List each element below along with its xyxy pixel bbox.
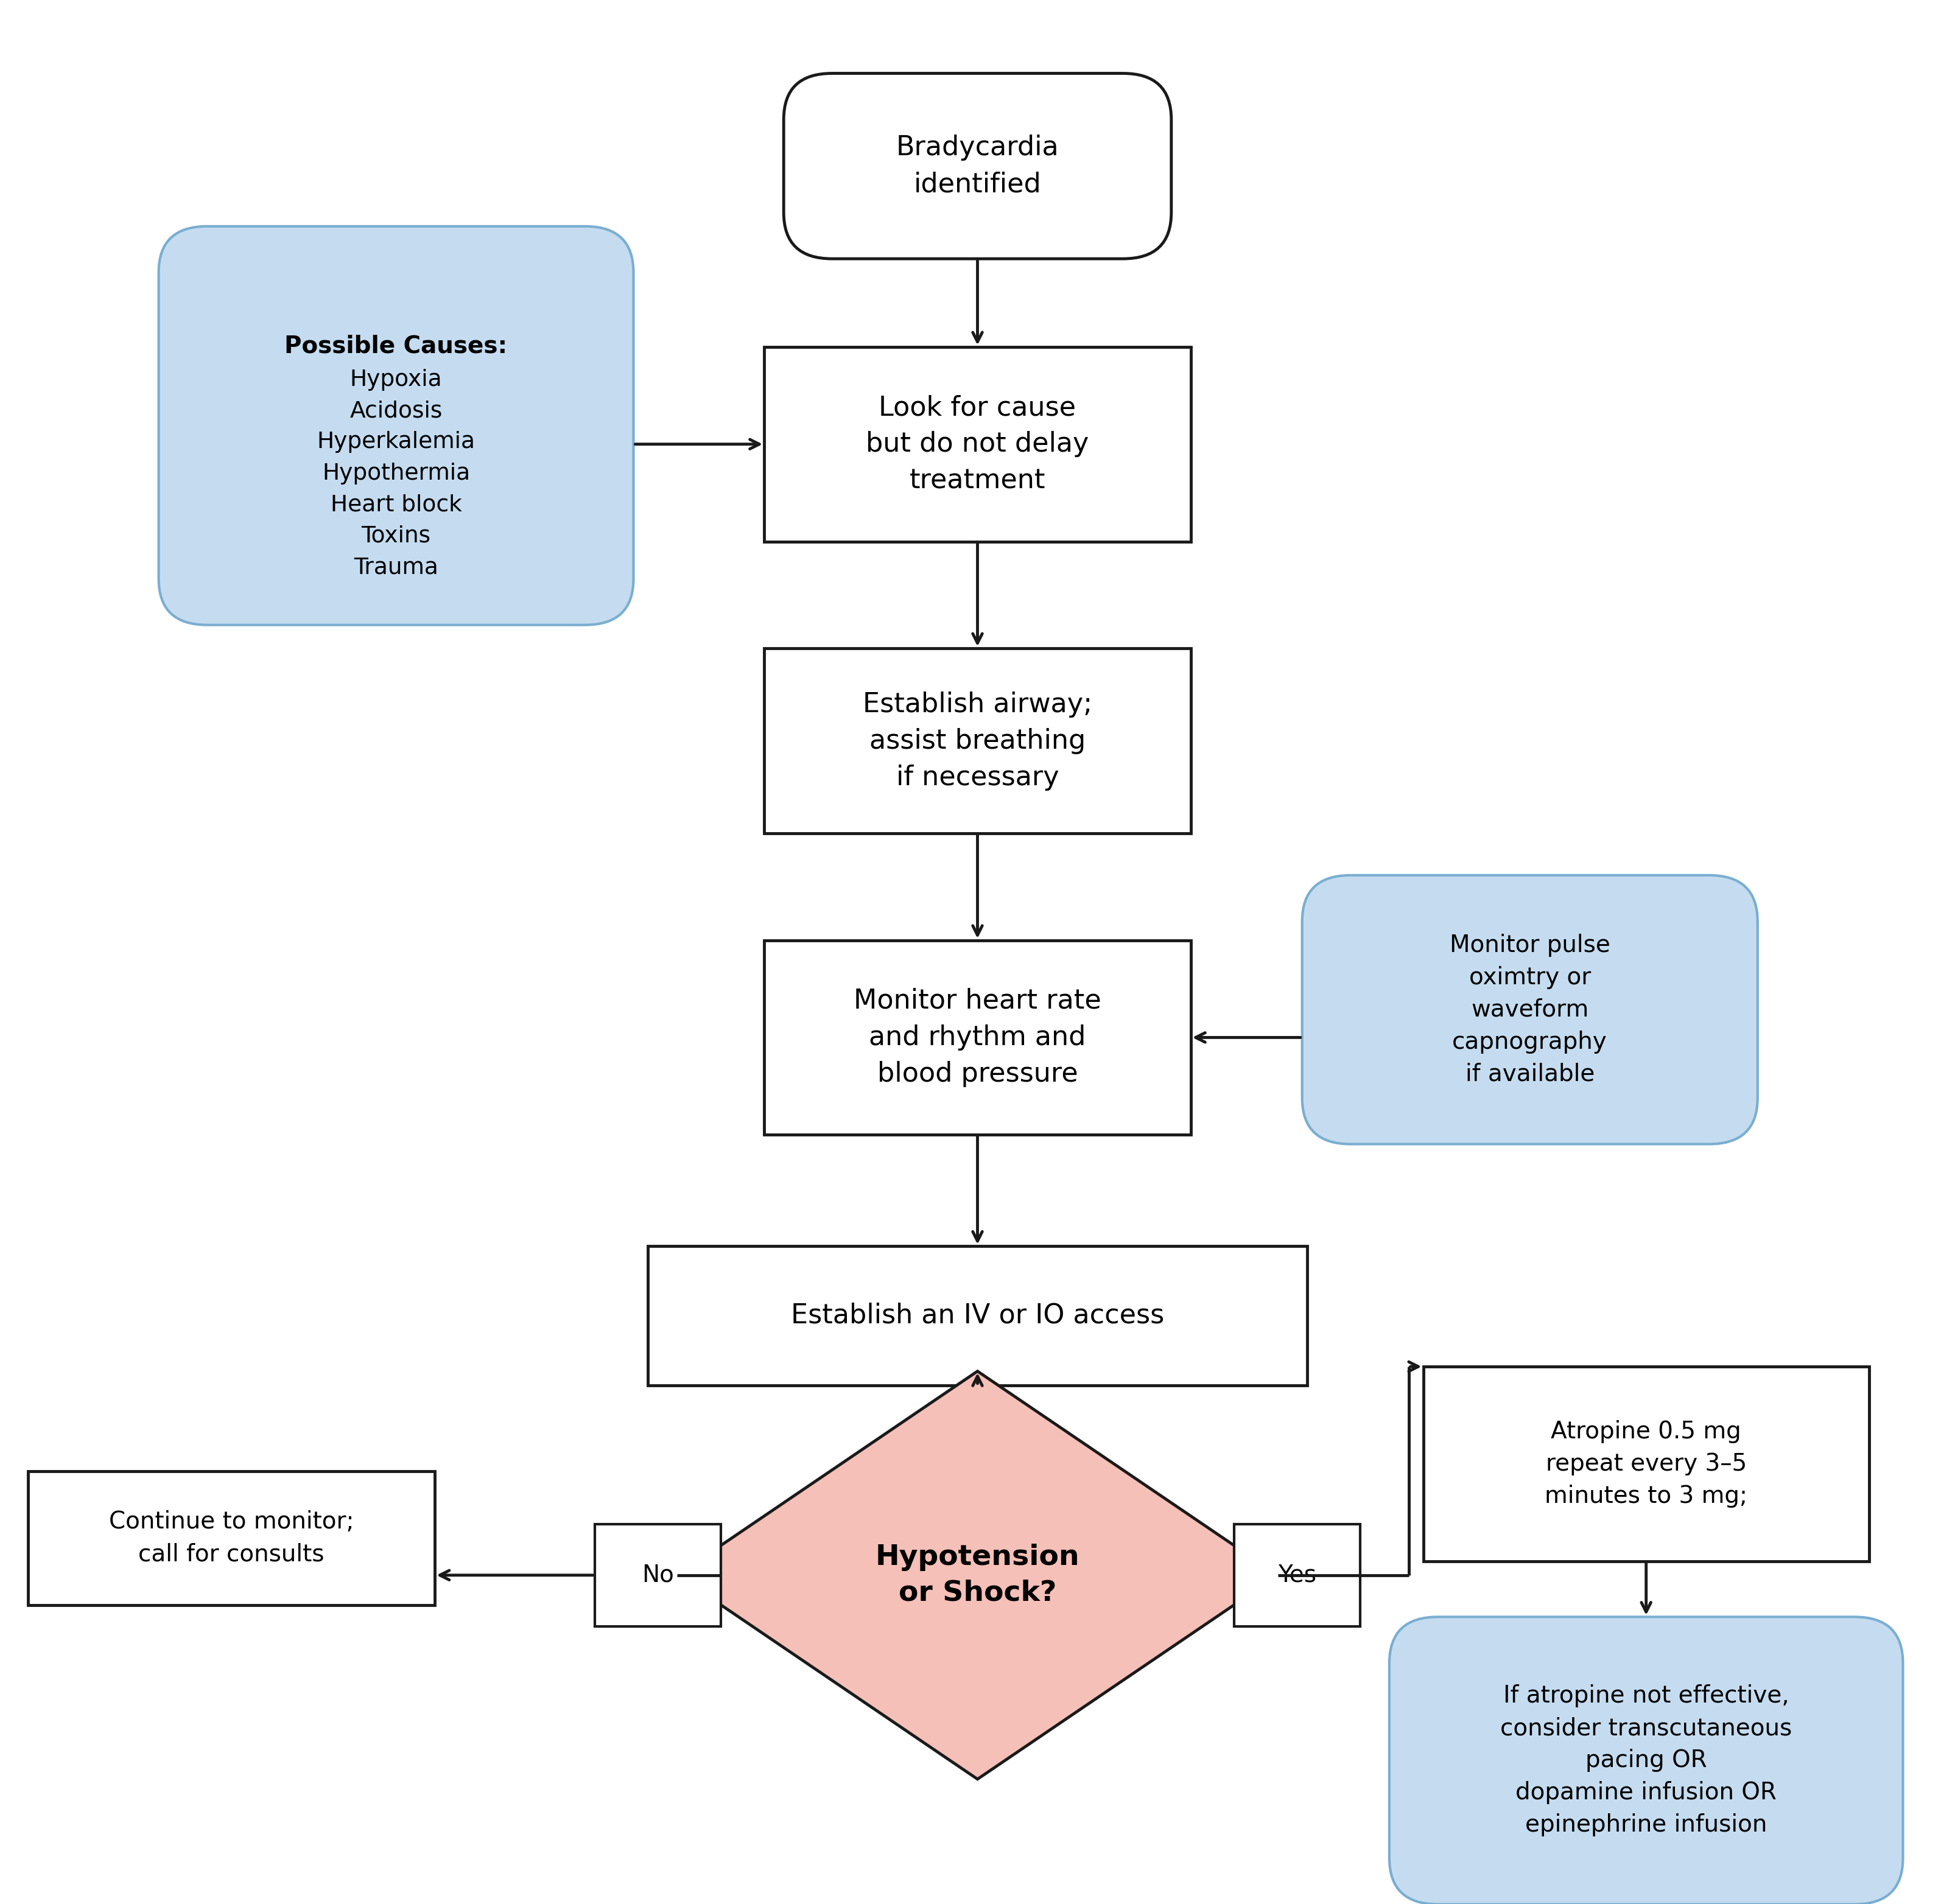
Text: Atropine 0.5 mg
repeat every 3–5
minutes to 3 mg;: Atropine 0.5 mg repeat every 3–5 minutes… xyxy=(1544,1420,1748,1508)
FancyBboxPatch shape xyxy=(1390,1616,1902,1904)
Text: Continue to monitor;
call for consults: Continue to monitor; call for consults xyxy=(109,1510,354,1565)
FancyBboxPatch shape xyxy=(647,1245,1308,1384)
Text: Monitor heart rate
and rhythm and
blood pressure: Monitor heart rate and rhythm and blood … xyxy=(854,988,1101,1087)
FancyBboxPatch shape xyxy=(594,1525,721,1626)
FancyBboxPatch shape xyxy=(27,1472,434,1605)
Text: Yes: Yes xyxy=(1279,1563,1316,1586)
Text: Hypotension
or Shock?: Hypotension or Shock? xyxy=(876,1544,1079,1607)
Text: Establish an IV or IO access: Establish an IV or IO access xyxy=(792,1302,1163,1329)
Text: Bradycardia
identified: Bradycardia identified xyxy=(895,135,1060,198)
FancyBboxPatch shape xyxy=(1234,1525,1361,1626)
Text: Possible Causes:: Possible Causes: xyxy=(285,335,508,358)
Text: Monitor pulse
oximtry or
waveform
capnography
if available: Monitor pulse oximtry or waveform capnog… xyxy=(1449,933,1611,1085)
FancyBboxPatch shape xyxy=(764,941,1191,1135)
Text: Hypoxia
Acidosis
Hyperkalemia
Hypothermia
Heart block
Toxins
Trauma: Hypoxia Acidosis Hyperkalemia Hypothermi… xyxy=(317,369,475,579)
Polygon shape xyxy=(676,1371,1279,1778)
Text: No: No xyxy=(641,1563,674,1586)
FancyBboxPatch shape xyxy=(764,347,1191,541)
FancyBboxPatch shape xyxy=(764,647,1191,834)
FancyBboxPatch shape xyxy=(1423,1367,1869,1561)
Text: If atropine not effective,
consider transcutaneous
pacing OR
dopamine infusion O: If atropine not effective, consider tran… xyxy=(1499,1685,1793,1837)
Text: Establish airway;
assist breathing
if necessary: Establish airway; assist breathing if ne… xyxy=(862,691,1093,790)
Text: Look for cause
but do not delay
treatment: Look for cause but do not delay treatmen… xyxy=(866,394,1089,493)
FancyBboxPatch shape xyxy=(784,74,1171,259)
FancyBboxPatch shape xyxy=(1302,876,1758,1144)
FancyBboxPatch shape xyxy=(158,227,633,625)
